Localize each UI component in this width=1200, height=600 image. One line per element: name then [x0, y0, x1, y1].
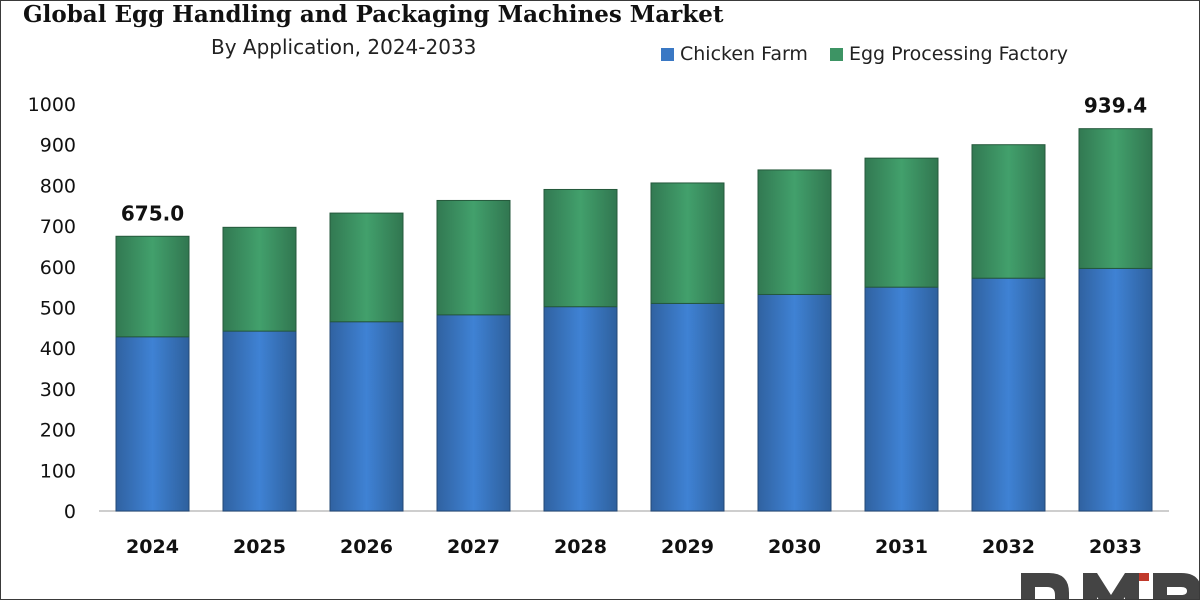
y-tick-label: 100	[40, 460, 76, 482]
total-value-label: 675.0	[121, 201, 184, 225]
bar-chicken-farm-2030	[757, 293, 832, 512]
y-tick-label: 0	[64, 501, 76, 523]
legend: Chicken Farm Egg Processing Factory	[661, 43, 1068, 65]
legend-item-egg-processing-factory: Egg Processing Factory	[829, 43, 1069, 65]
x-tick-label: 2028	[554, 536, 607, 558]
bar-chicken-farm-2033	[1078, 267, 1153, 512]
bar-egg-processing-factory-2032	[971, 144, 1046, 279]
bar-egg-processing-factory-2028	[543, 188, 618, 308]
bar-chicken-farm-2027	[436, 314, 511, 512]
y-tick-label: 500	[40, 298, 76, 320]
legend-swatch-chicken-farm	[661, 47, 674, 61]
x-tick-label: 2032	[982, 536, 1035, 558]
bar-chicken-farm-2025	[222, 330, 297, 512]
bar-egg-processing-factory-2033	[1078, 128, 1153, 269]
x-tick-label: 2027	[447, 536, 500, 558]
legend-swatch-egg-processing-factory	[829, 47, 843, 61]
bar-chicken-farm-2026	[329, 321, 404, 512]
bar-egg-processing-factory-2024	[115, 235, 190, 338]
bar-chicken-farm-2024	[115, 336, 190, 512]
bar-egg-processing-factory-2025	[222, 226, 297, 332]
x-tick-label: 2033	[1089, 536, 1142, 558]
total-value-label: 939.4	[1084, 94, 1147, 118]
bar-chicken-farm-2028	[543, 306, 618, 512]
bar-chicken-farm-2031	[864, 286, 939, 512]
y-tick-label: 1000	[28, 94, 76, 116]
y-tick-label: 200	[40, 420, 76, 442]
bar-chicken-farm-2032	[971, 277, 1046, 512]
legend-label-egg-processing-factory: Egg Processing Factory	[848, 43, 1069, 65]
y-tick-label: 700	[40, 216, 76, 238]
chart-title: Global Egg Handling and Packaging Machin…	[23, 1, 724, 28]
legend-label-chicken-farm: Chicken Farm	[680, 43, 808, 65]
bar-egg-processing-factory-2027	[436, 199, 511, 316]
bar-egg-processing-factory-2031	[864, 157, 939, 288]
bar-egg-processing-factory-2030	[757, 169, 832, 295]
x-tick-label: 2029	[661, 536, 714, 558]
x-tick-label: 2025	[233, 536, 286, 558]
logo-mark	[1021, 573, 1199, 599]
bar-egg-processing-factory-2026	[329, 212, 404, 323]
bar-chicken-farm-2029	[650, 302, 725, 512]
y-tick-label: 400	[40, 338, 76, 360]
chart-subtitle: By Application, 2024-2033	[211, 35, 477, 59]
y-tick-label: 300	[40, 379, 76, 401]
x-tick-label: 2030	[768, 536, 821, 558]
x-tick-label: 2026	[340, 536, 393, 558]
y-tick-label: 800	[40, 175, 76, 197]
legend-item-chicken-farm: Chicken Farm	[661, 43, 808, 65]
bar-egg-processing-factory-2029	[650, 182, 725, 304]
y-tick-label: 900	[40, 135, 76, 157]
y-tick-label: 600	[40, 257, 76, 279]
brand-logo	[1021, 561, 1199, 599]
x-tick-label: 2031	[875, 536, 928, 558]
x-tick-label: 2024	[126, 536, 179, 558]
